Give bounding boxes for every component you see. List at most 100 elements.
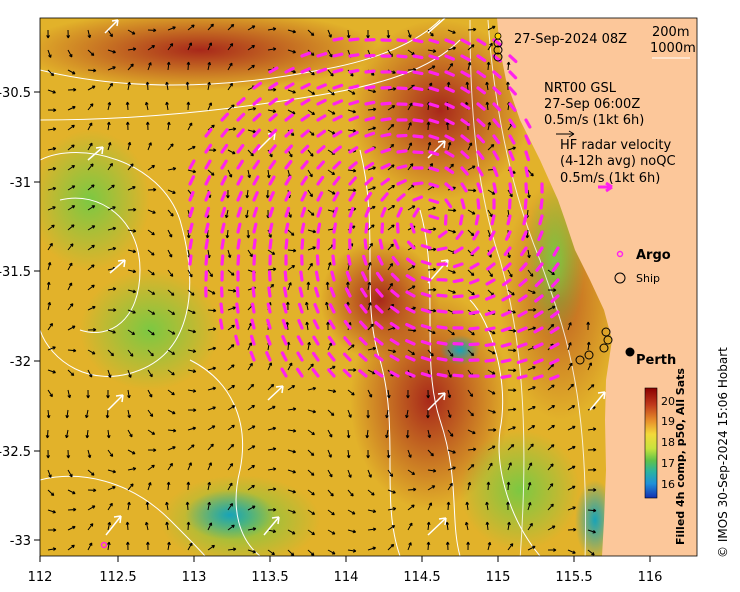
- velocity-arrow: [185, 501, 190, 511]
- hf-arrow: [265, 351, 272, 362]
- hf-arrow: [501, 278, 512, 287]
- hf-arrow: [348, 100, 360, 106]
- velocity-arrow: [387, 224, 395, 231]
- colorbar-ticks: 20 19 18 17 16: [661, 395, 675, 491]
- hf-arrow: [412, 150, 424, 155]
- velocity-arrow: [487, 189, 496, 195]
- hf-arrow: [364, 222, 369, 234]
- hf-arrow: [332, 36, 344, 42]
- y-tick-label: -31.5: [0, 265, 31, 280]
- velocity-arrow: [347, 489, 354, 497]
- hf-arrow: [390, 289, 400, 298]
- hf-arrow: [420, 276, 432, 282]
- velocity-arrow: [187, 169, 197, 174]
- velocity-arrow: [507, 426, 516, 431]
- velocity-arrow: [527, 169, 534, 177]
- colorbar-title: Filled 4h comp, p50, All Sats: [674, 368, 687, 545]
- gsl-large-arrows: [87, 18, 606, 536]
- hf-arrow: [452, 278, 464, 284]
- hf-arrow: [332, 145, 342, 154]
- velocity-arrow: [447, 29, 456, 34]
- hf-arrow: [484, 374, 496, 379]
- velocity-arrow: [427, 449, 434, 457]
- hf-arrow: [235, 286, 240, 298]
- hf-arrow: [252, 175, 260, 186]
- hf-arrow: [188, 254, 193, 266]
- hf-arrow: [519, 262, 528, 272]
- velocity-arrow: [65, 429, 69, 439]
- hf-arrow: [236, 191, 243, 202]
- velocity-arrow: [287, 509, 296, 514]
- velocity-arrow: [407, 142, 413, 151]
- velocity-arrow: [445, 541, 450, 551]
- hf-arrow: [332, 114, 343, 122]
- velocity-arrow: [144, 101, 149, 111]
- velocity-arrow: [467, 429, 476, 435]
- velocity-arrow: [186, 101, 191, 111]
- velocity-arrow: [167, 541, 171, 551]
- hf-arrow: [389, 354, 400, 362]
- hf-arrow: [284, 97, 295, 106]
- hf-arrow: [536, 246, 544, 257]
- velocity-arrow: [106, 389, 110, 399]
- velocity-arrow: [107, 66, 116, 71]
- hf-arrow: [332, 160, 342, 170]
- hf-arrow: [316, 129, 327, 138]
- hf-title: HF radar velocity: [560, 138, 672, 153]
- hf-arrow: [412, 207, 420, 218]
- hf-arrow: [405, 274, 416, 282]
- velocity-arrow: [147, 448, 157, 452]
- velocity-arrow: [467, 61, 472, 71]
- velocity-arrow: [187, 369, 197, 373]
- hf-arrow: [436, 325, 448, 330]
- hf-arrow: [501, 294, 512, 302]
- velocity-arrow: [147, 164, 155, 171]
- velocity-arrow: [86, 389, 90, 399]
- velocity-arrow: [145, 81, 150, 91]
- velocity-arrow: [106, 541, 111, 551]
- velocity-arrow: [165, 521, 169, 531]
- hf-arrow: [358, 336, 368, 346]
- hf-arrow: [315, 254, 320, 266]
- hf-arrow: [552, 246, 560, 257]
- hf-arrow: [236, 143, 245, 154]
- velocity-arrow: [427, 329, 436, 335]
- velocity-arrow: [347, 89, 356, 95]
- velocity-arrow: [387, 184, 396, 191]
- velocity-arrow: [307, 509, 316, 515]
- velocity-arrow: [367, 489, 375, 496]
- hf-arrow: [204, 128, 213, 138]
- hf-arrow: [523, 198, 528, 210]
- velocity-arrow: [107, 329, 116, 334]
- velocity-arrow: [167, 209, 174, 217]
- velocity-arrow: [87, 449, 92, 459]
- velocity-arrow: [547, 444, 555, 451]
- velocity-arrow: [67, 348, 77, 353]
- velocity-arrow: [327, 409, 335, 416]
- velocity-arrow: [207, 289, 216, 295]
- velocity-arrow: [567, 342, 572, 351]
- velocity-arrow: [165, 501, 169, 511]
- hf-arrow: [348, 84, 360, 90]
- velocity-arrow: [47, 224, 55, 231]
- velocity-arrow: [107, 287, 117, 291]
- velocity-arrow: [287, 49, 296, 54]
- velocity-arrow: [207, 481, 211, 491]
- velocity-arrow: [147, 229, 155, 236]
- hf-arrow: [358, 369, 368, 378]
- velocity-arrow: [227, 405, 236, 411]
- hf-arrow: [332, 222, 337, 234]
- velocity-arrow: [167, 166, 177, 171]
- hf-arrow: [460, 166, 469, 176]
- velocity-arrow: [207, 501, 211, 511]
- hf-scale: 0.5m/s (1kt 6h): [560, 171, 660, 186]
- velocity-arrow: [367, 509, 377, 514]
- velocity-arrow: [387, 262, 394, 271]
- velocity-arrow: [367, 107, 377, 112]
- velocity-arrow: [107, 502, 113, 511]
- velocity-arrow: [587, 427, 597, 432]
- hf-arrow: [409, 222, 416, 234]
- hf-arrow: [500, 358, 512, 364]
- velocity-arrow: [547, 288, 557, 292]
- hf-arrow: [280, 351, 288, 362]
